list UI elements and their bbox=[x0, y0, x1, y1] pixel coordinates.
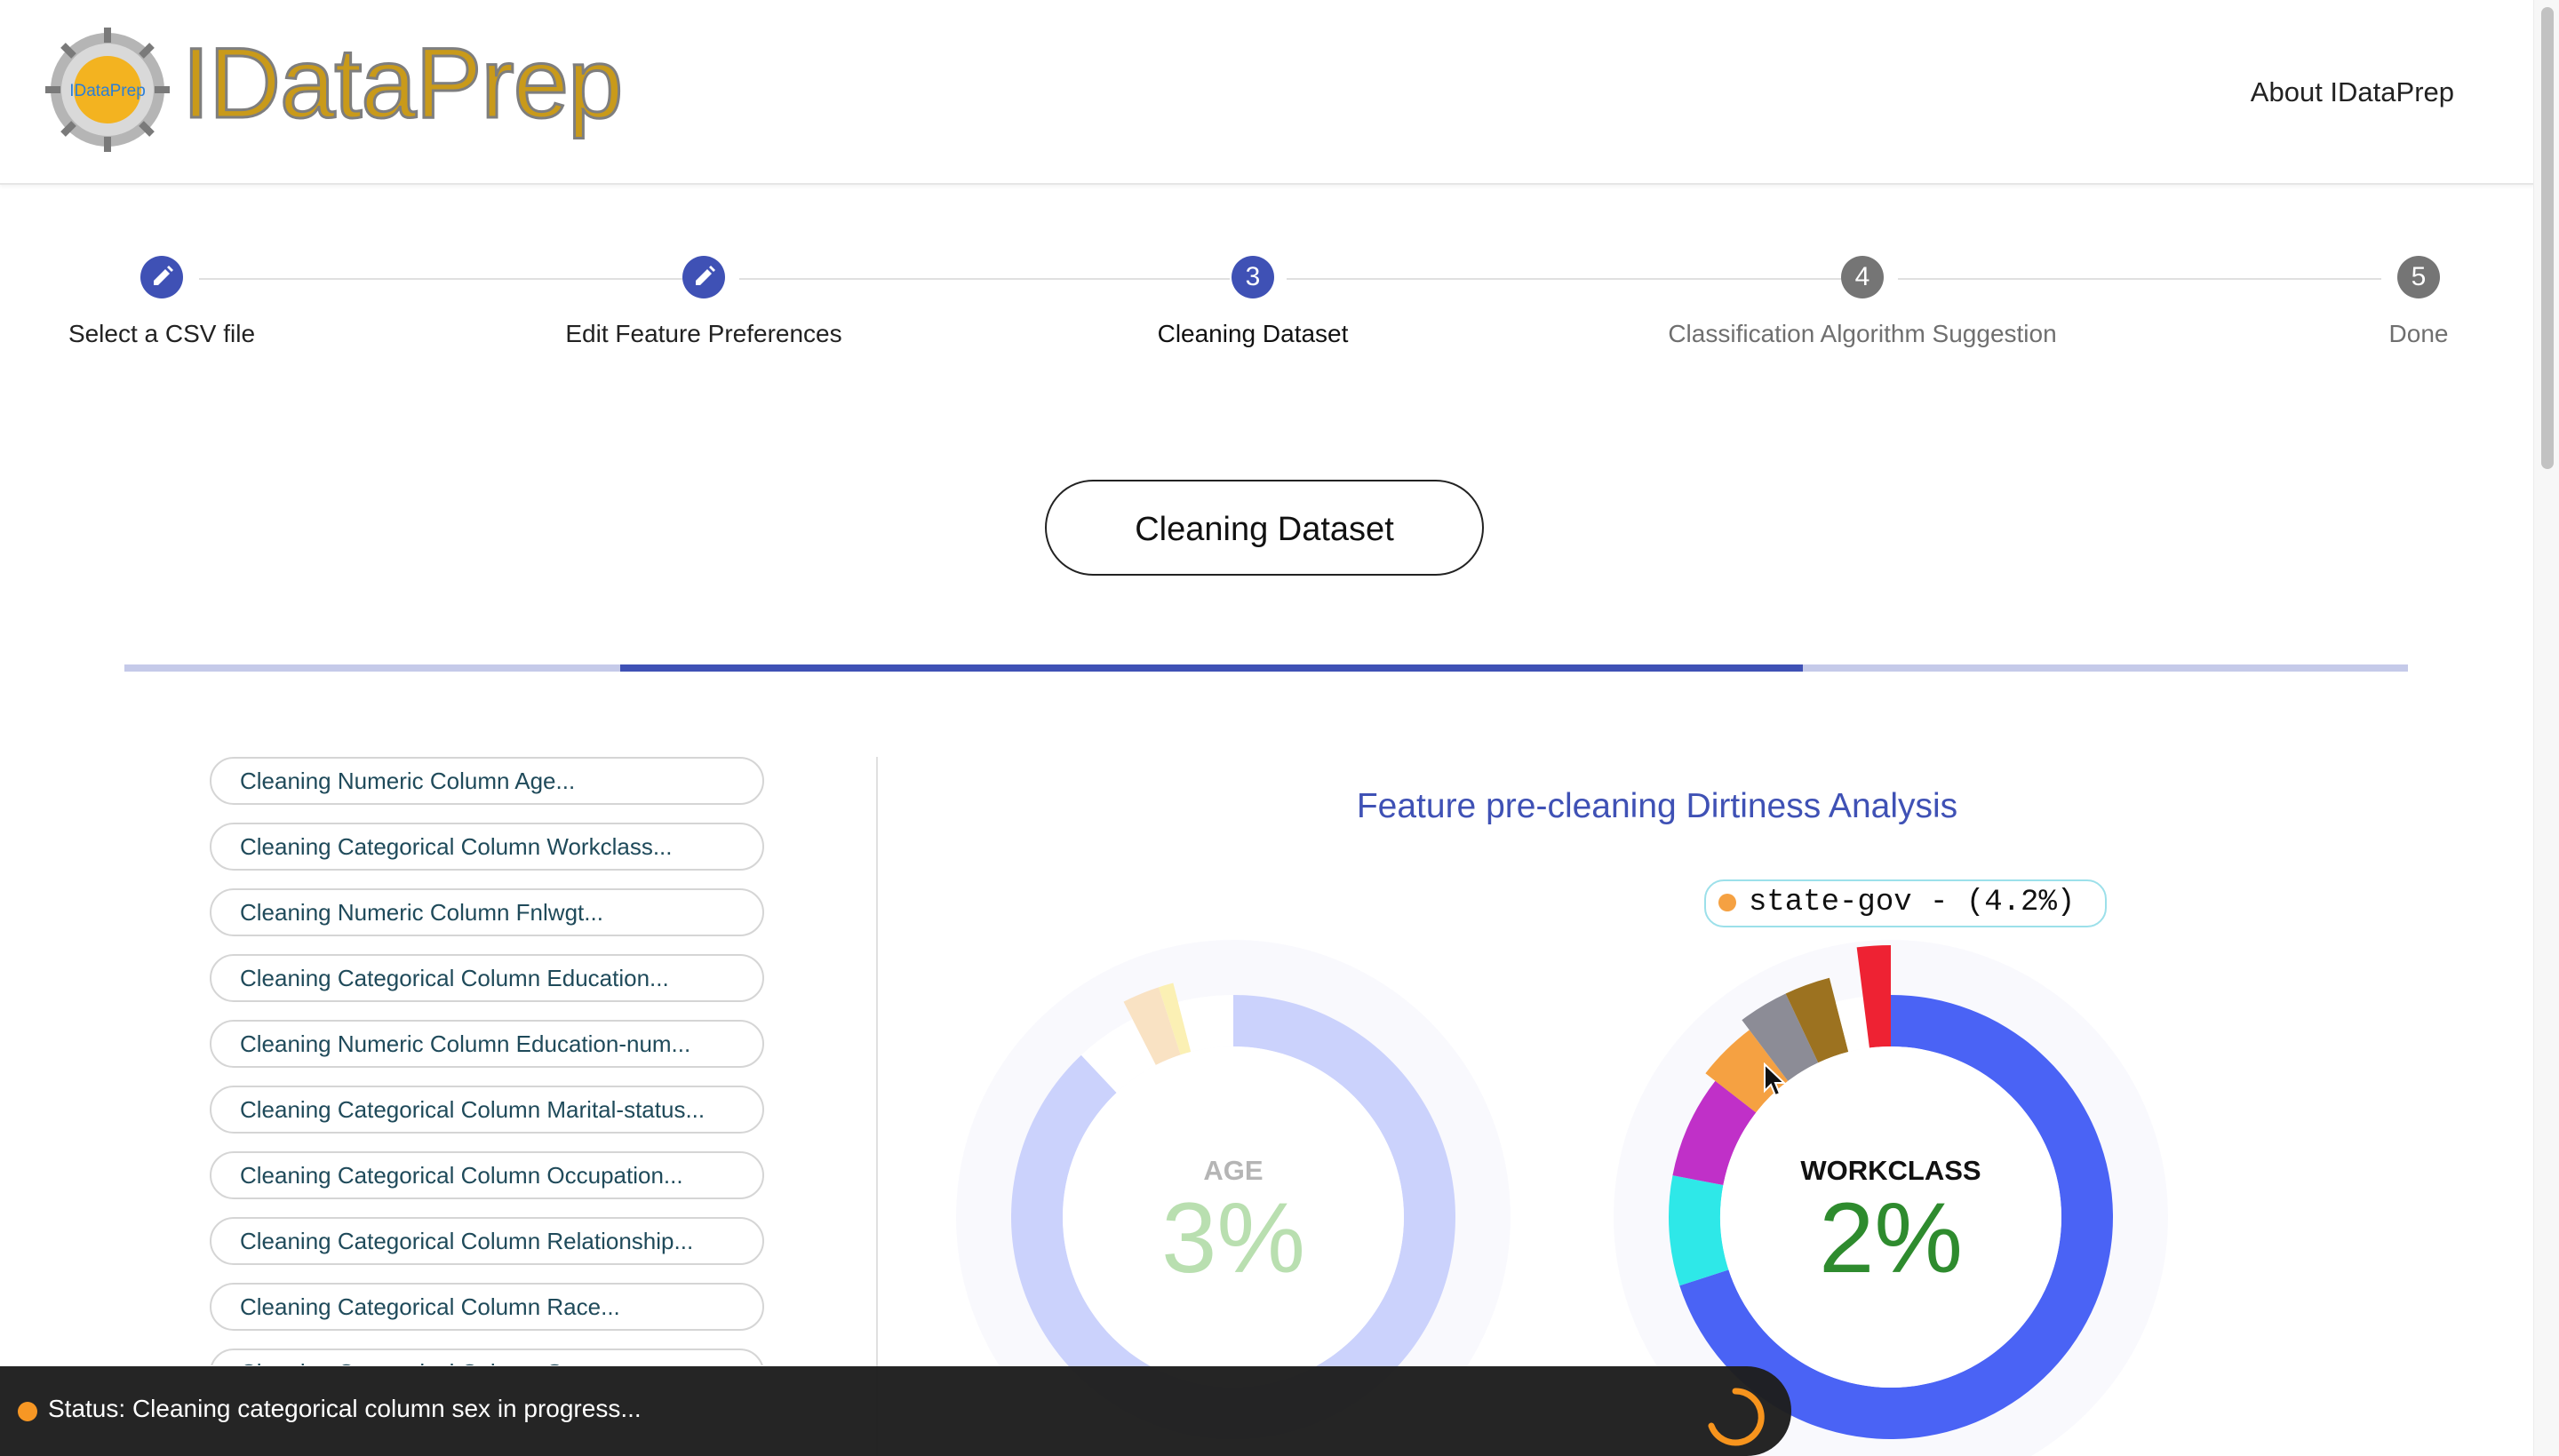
donut-slice[interactable] bbox=[1177, 995, 1233, 1053]
svg-text:IDataPrep: IDataPrep bbox=[69, 82, 146, 100]
step-1-label: Select a CSV file bbox=[68, 320, 256, 347]
donut-charts bbox=[956, 940, 2168, 1456]
step-2-label: Edit Feature Preferences bbox=[565, 320, 842, 347]
workclass-chart-name: WORKCLASS bbox=[1800, 1155, 1981, 1186]
step-3-label: Cleaning Dataset bbox=[1157, 320, 1349, 347]
step-4-label: Classification Algorithm Suggestion bbox=[1668, 320, 2057, 347]
age-chart-percent: 3% bbox=[1161, 1182, 1305, 1293]
status-dot-icon bbox=[18, 1402, 37, 1421]
step-connector bbox=[1287, 278, 1855, 280]
donut-slice[interactable] bbox=[1742, 993, 1819, 1081]
status-bar: Status: Cleaning categorical column sex … bbox=[0, 1366, 1791, 1456]
donut-slice[interactable] bbox=[1669, 1175, 1729, 1286]
age-chart-label: AGE 3% bbox=[1144, 1155, 1322, 1288]
scrollbar-thumb[interactable] bbox=[2541, 7, 2554, 469]
tooltip-text: state-gov - (4.2%) bbox=[1749, 886, 2076, 919]
step-select-csv[interactable]: Select a CSV file bbox=[0, 256, 428, 348]
progress-bar bbox=[619, 664, 1803, 672]
chart-tooltip: state-gov - (4.2%) bbox=[1704, 879, 2108, 927]
step-2-circle bbox=[682, 256, 725, 298]
task-item: Cleaning Categorical Column Occupation..… bbox=[210, 1151, 764, 1199]
step-done[interactable]: 5 Done bbox=[2152, 256, 2559, 348]
step-5-label: Done bbox=[2388, 320, 2449, 347]
workclass-chart-label: WORKCLASS 2% bbox=[1758, 1155, 2024, 1288]
divider bbox=[876, 757, 878, 1456]
age-chart-name: AGE bbox=[1203, 1155, 1264, 1186]
donut-slice[interactable] bbox=[1672, 1080, 1757, 1186]
step-connector bbox=[199, 278, 682, 280]
step-classification[interactable]: 4 Classification Algorithm Suggestion bbox=[1596, 256, 2129, 348]
donut-hole bbox=[1720, 1046, 2061, 1388]
task-item: Cleaning Categorical Column Workclass... bbox=[210, 823, 764, 871]
donut-slice[interactable] bbox=[1123, 987, 1181, 1065]
donut-slice[interactable] bbox=[1785, 977, 1849, 1063]
step-4-circle: 4 bbox=[1841, 256, 1884, 298]
task-item: Cleaning Numeric Column Age... bbox=[210, 757, 764, 805]
pencil-icon bbox=[154, 266, 173, 285]
donut-slice[interactable] bbox=[1158, 983, 1192, 1055]
step-cleaning-dataset[interactable]: 3 Cleaning Dataset bbox=[986, 256, 1519, 348]
status-text: Status: Cleaning categorical column sex … bbox=[48, 1395, 642, 1422]
tooltip-color-dot bbox=[1718, 894, 1736, 911]
task-item: Cleaning Categorical Column Education... bbox=[210, 954, 764, 1002]
step-1-circle bbox=[140, 256, 183, 298]
donut-slice[interactable] bbox=[1835, 996, 1869, 1053]
donut-slice[interactable] bbox=[1080, 1019, 1156, 1094]
app-header: IDataPrep IDataPrep About IDataPrep bbox=[0, 0, 2534, 185]
loading-spinner-icon bbox=[1708, 1388, 1765, 1446]
chart-title: Feature pre-cleaning Dirtiness Analysis bbox=[1356, 787, 1958, 825]
task-item: Cleaning Categorical Column Race... bbox=[210, 1283, 764, 1331]
logo-gear-icon[interactable]: IDataPrep bbox=[43, 25, 172, 155]
task-item: Cleaning Categorical Column Sex... bbox=[210, 1349, 764, 1365]
mouse-cursor-icon bbox=[1764, 1062, 1787, 1097]
task-item: Cleaning Numeric Column Education-num... bbox=[210, 1020, 764, 1068]
step-3-circle: 3 bbox=[1232, 256, 1274, 298]
about-link[interactable]: About IDataPrep bbox=[2250, 76, 2454, 107]
workclass-chart-percent: 2% bbox=[1819, 1182, 1963, 1293]
brand-title[interactable]: IDataPrep bbox=[180, 28, 624, 139]
step-connector bbox=[1898, 278, 2381, 280]
step-connector bbox=[739, 278, 1230, 280]
scrollbar[interactable] bbox=[2533, 0, 2559, 1456]
task-item: Cleaning Numeric Column Fnlwgt... bbox=[210, 888, 764, 936]
donut-slice[interactable] bbox=[1705, 1030, 1789, 1113]
donut-slice[interactable] bbox=[1856, 945, 1891, 1048]
task-list: Cleaning Numeric Column Age... Cleaning C… bbox=[210, 757, 764, 1365]
task-item: Cleaning Categorical Column Relationship… bbox=[210, 1217, 764, 1265]
cleaning-dataset-button[interactable]: Cleaning Dataset bbox=[1045, 480, 1484, 576]
step-5-circle: 5 bbox=[2397, 256, 2440, 298]
donut-hole bbox=[1063, 1046, 1404, 1388]
step-edit-features[interactable]: Edit Feature Preferences bbox=[437, 256, 970, 348]
task-item: Cleaning Categorical Column Marital-stat… bbox=[210, 1086, 764, 1134]
pencil-icon bbox=[696, 266, 715, 285]
